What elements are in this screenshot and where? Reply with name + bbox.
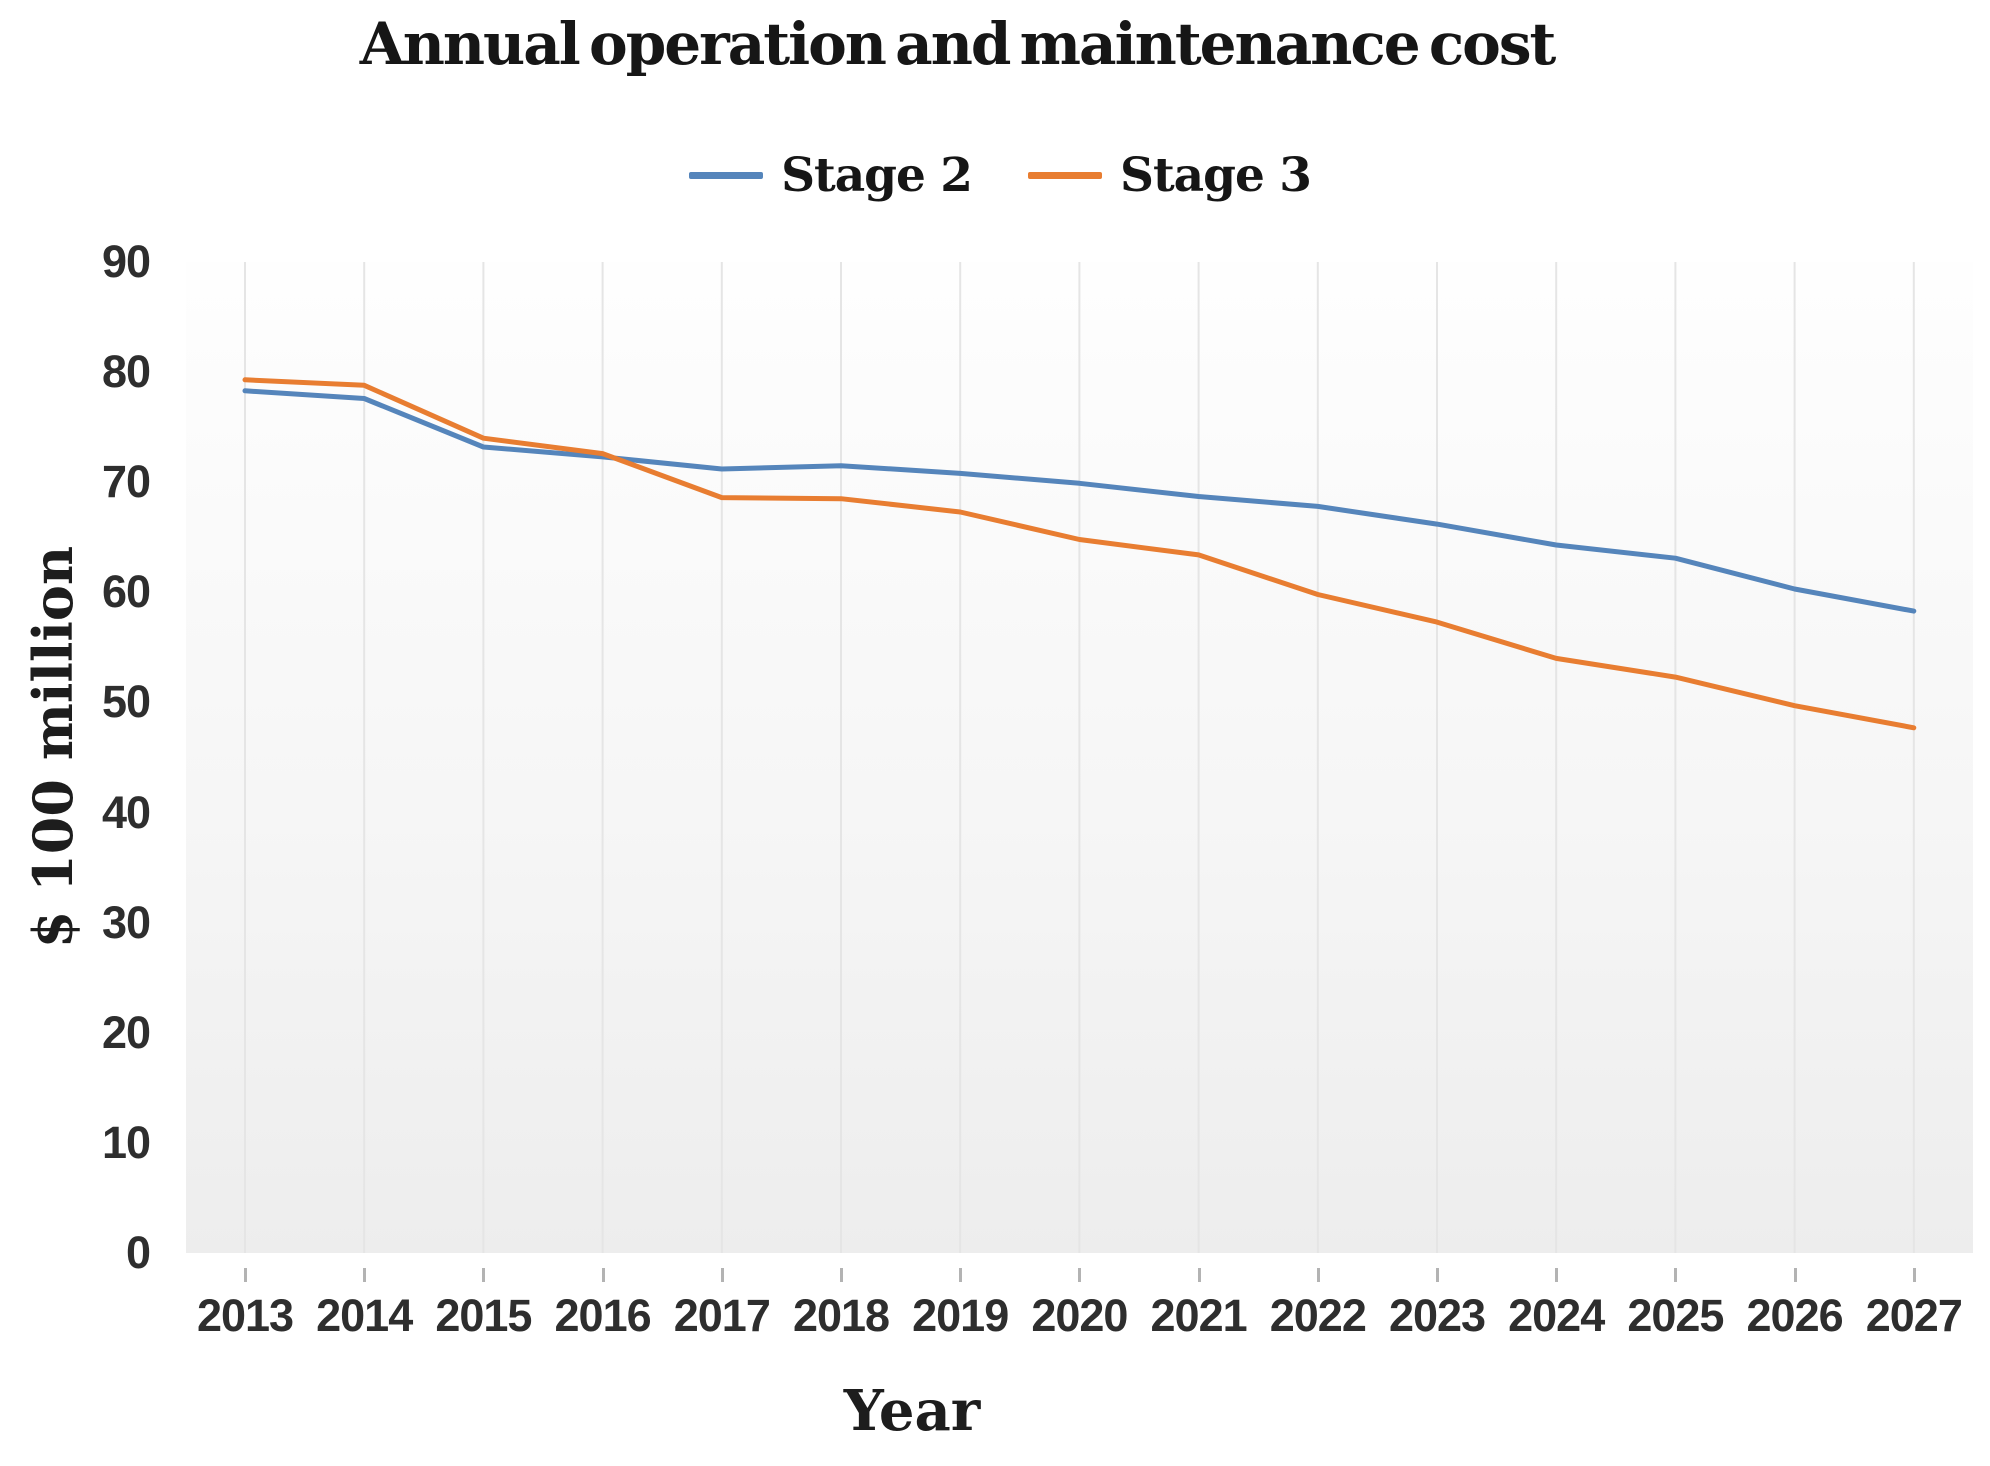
- x-tick-label: 2017: [673, 1290, 771, 1341]
- y-tick-label: 30: [101, 896, 151, 948]
- x-tick-label: 2025: [1627, 1290, 1724, 1341]
- x-tick-mark: [840, 1268, 843, 1282]
- series-line-stage-2: [242, 388, 1917, 614]
- y-tick-label: 10: [101, 1116, 151, 1168]
- x-tick-label: 2027: [1865, 1290, 1963, 1341]
- y-tick-label: 60: [101, 566, 151, 618]
- x-tick-label: 2020: [1031, 1290, 1128, 1341]
- legend-swatch-stage-3: [1028, 172, 1102, 179]
- x-tick-label: 2021: [1150, 1290, 1248, 1341]
- x-tick-mark: [482, 1268, 486, 1282]
- x-tick-mark: [1793, 1268, 1797, 1282]
- x-tick-label: 2019: [912, 1290, 1009, 1341]
- chart-title: Annual operation and maintenance cost: [359, 10, 1557, 78]
- x-tick-mark: [1436, 1268, 1439, 1282]
- x-tick-mark: [363, 1268, 367, 1282]
- x-tick-label: 2022: [1269, 1290, 1367, 1341]
- x-tick-label: 2023: [1388, 1290, 1486, 1341]
- y-tick-label: 40: [101, 786, 151, 838]
- y-tick-label: 50: [101, 676, 151, 728]
- x-tick-mark: [601, 1268, 605, 1282]
- plot-area: [186, 262, 1973, 1253]
- legend-swatch-stage-2: [689, 172, 764, 179]
- y-tick-label: 80: [101, 346, 151, 398]
- legend-item-stage-3: Stage 3: [1028, 148, 1312, 203]
- x-tick-label: 2018: [792, 1290, 890, 1341]
- y-tick-label: 70: [101, 456, 151, 508]
- x-tick-label: 2013: [196, 1290, 294, 1341]
- x-tick-label: 2024: [1508, 1290, 1605, 1341]
- series-line-stage-3: [242, 377, 1917, 731]
- chart-legend: Stage 2 Stage 3: [0, 148, 1990, 203]
- x-tick-mark: [1674, 1268, 1678, 1282]
- x-tick-label: 2014: [316, 1290, 413, 1341]
- x-tick-label: 2016: [554, 1290, 652, 1341]
- y-tick-label: 20: [101, 1006, 151, 1058]
- x-axis-title: Year: [843, 1378, 981, 1444]
- plot-svg: [242, 262, 1917, 1253]
- x-tick-mark: [1912, 1268, 1916, 1282]
- x-tick-mark: [1197, 1268, 1201, 1282]
- y-tick-label: 90: [101, 236, 151, 287]
- x-tick-mark: [244, 1268, 247, 1282]
- legend-label-stage-2: Stage 2: [781, 148, 973, 203]
- x-tick-mark: [1316, 1268, 1320, 1282]
- x-tick-mark: [1555, 1268, 1559, 1282]
- x-tick-mark: [1078, 1268, 1082, 1282]
- x-tick-mark: [959, 1268, 963, 1282]
- y-axis-title: $ 100 million: [21, 545, 85, 949]
- legend-item-stage-2: Stage 2: [689, 148, 973, 203]
- x-tick-mark: [720, 1268, 724, 1282]
- x-tick-label: 2026: [1746, 1290, 1844, 1341]
- x-tick-label: 2015: [435, 1290, 532, 1341]
- legend-label-stage-3: Stage 3: [1120, 148, 1312, 203]
- y-tick-label: 0: [125, 1227, 151, 1278]
